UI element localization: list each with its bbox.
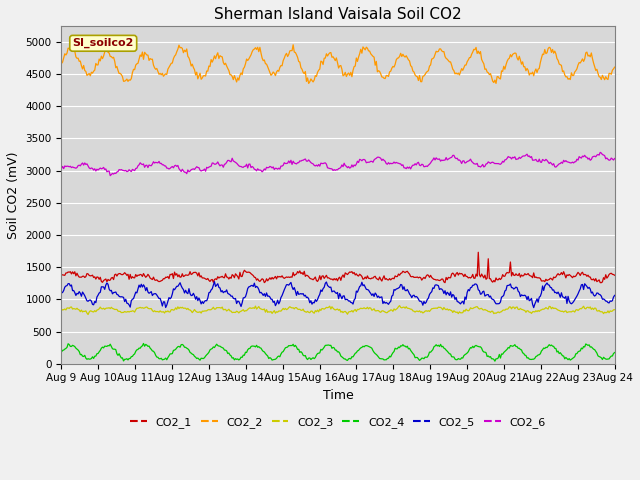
CO2_6 [106, 173, 114, 179]
CO2_1 [474, 250, 482, 255]
CO2_5 [211, 279, 218, 285]
CO2_2 [58, 60, 65, 66]
CO2_4 [324, 342, 332, 348]
Text: SI_soilco2: SI_soilco2 [72, 38, 134, 48]
Line: CO2_2: CO2_2 [61, 45, 614, 84]
CO2_5 [324, 284, 332, 289]
CO2_4 [513, 344, 521, 349]
CO2_2 [326, 50, 333, 56]
Y-axis label: Soil CO2 (mV): Soil CO2 (mV) [7, 151, 20, 239]
CO2_5 [321, 280, 329, 286]
Line: CO2_1: CO2_1 [61, 252, 614, 283]
CO2_2 [289, 42, 297, 48]
CO2_3 [84, 312, 92, 317]
CO2_1 [512, 271, 520, 276]
CO2_1 [324, 275, 332, 281]
CO2_6 [321, 160, 329, 166]
CO2_3 [358, 306, 365, 312]
CO2_1 [598, 280, 605, 286]
CO2_6 [358, 158, 365, 164]
CO2_6 [58, 166, 65, 171]
CO2_2 [611, 64, 618, 70]
Line: CO2_3: CO2_3 [61, 306, 614, 314]
CO2_2 [323, 51, 330, 57]
CO2_3 [324, 304, 332, 310]
CO2_5 [58, 290, 65, 296]
CO2_2 [305, 81, 312, 86]
CO2_5 [512, 284, 520, 290]
CO2_3 [513, 304, 521, 310]
CO2_1 [600, 275, 607, 280]
Title: Sherman Island Vaisala Soil CO2: Sherman Island Vaisala Soil CO2 [214, 7, 462, 22]
CO2_3 [600, 311, 607, 316]
CO2_4 [388, 352, 396, 358]
Line: CO2_4: CO2_4 [61, 343, 614, 361]
CO2_1 [58, 272, 65, 278]
CO2_1 [357, 272, 365, 278]
CO2_6 [388, 161, 396, 167]
CO2_4 [358, 345, 365, 350]
CO2_2 [389, 63, 397, 69]
CO2_6 [611, 156, 618, 161]
Line: CO2_5: CO2_5 [61, 282, 614, 308]
CO2_6 [600, 152, 607, 158]
CO2_5 [358, 279, 365, 285]
CO2_4 [600, 354, 607, 360]
CO2_1 [387, 277, 394, 283]
CO2_3 [396, 303, 403, 309]
CO2_1 [611, 272, 618, 278]
CO2_4 [611, 349, 618, 355]
CO2_6 [512, 156, 520, 162]
CO2_6 [324, 165, 332, 171]
CO2_4 [491, 358, 499, 364]
CO2_1 [321, 276, 328, 281]
CO2_3 [58, 308, 65, 313]
CO2_3 [388, 307, 396, 313]
CO2_4 [140, 340, 147, 346]
CO2_5 [611, 292, 618, 298]
CO2_2 [600, 75, 607, 81]
CO2_2 [359, 44, 367, 50]
Line: CO2_6: CO2_6 [61, 152, 614, 176]
CO2_5 [530, 305, 538, 311]
CO2_3 [611, 307, 618, 312]
CO2_4 [321, 343, 329, 348]
CO2_2 [513, 55, 521, 61]
CO2_4 [58, 349, 65, 355]
CO2_6 [596, 149, 604, 155]
CO2_3 [321, 306, 329, 312]
Legend: CO2_1, CO2_2, CO2_3, CO2_4, CO2_5, CO2_6: CO2_1, CO2_2, CO2_3, CO2_4, CO2_5, CO2_6 [126, 413, 550, 432]
CO2_5 [388, 293, 396, 299]
CO2_5 [600, 296, 607, 302]
X-axis label: Time: Time [323, 389, 353, 402]
